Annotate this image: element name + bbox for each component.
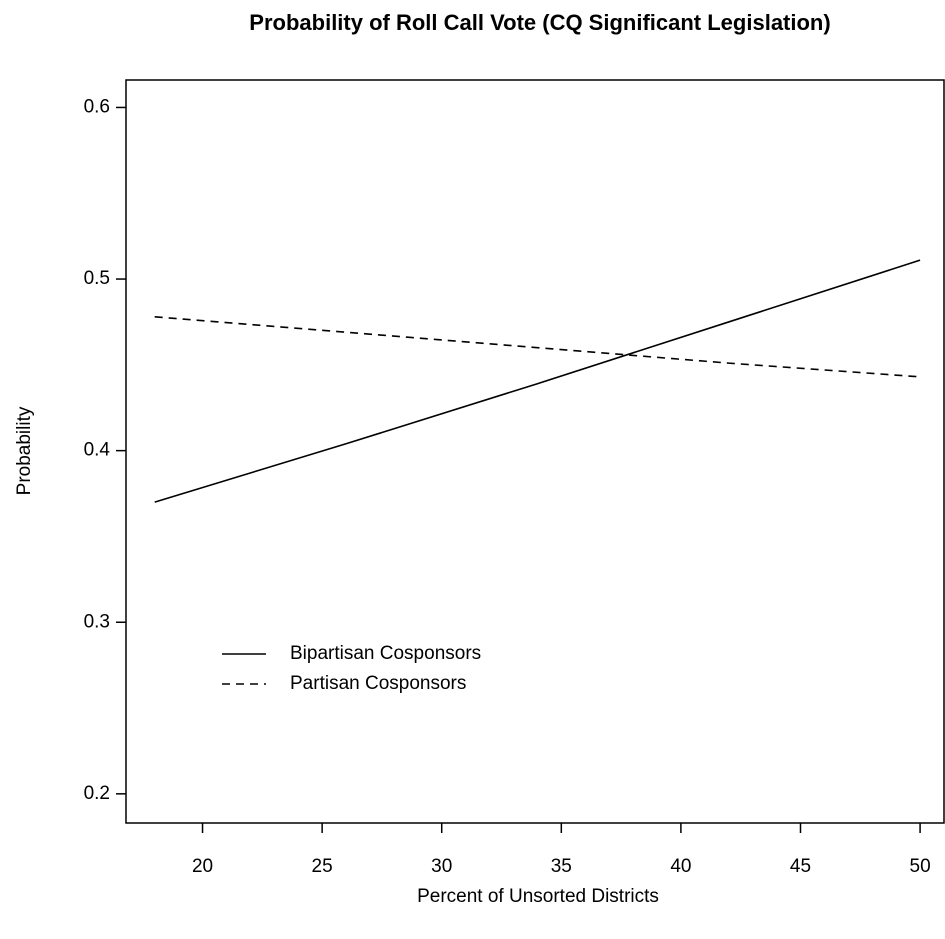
chart-title: Probability of Roll Call Vote (CQ Signif… bbox=[249, 10, 830, 35]
x-tick-label: 35 bbox=[551, 856, 572, 877]
x-axis-label: Percent of Unsorted Districts bbox=[417, 886, 659, 907]
x-tick-label: 40 bbox=[670, 856, 691, 877]
plot-frame bbox=[125, 79, 945, 824]
y-tick-label: 0.4 bbox=[84, 440, 111, 461]
y-tick-label: 0.6 bbox=[84, 96, 110, 117]
x-tick-label: 30 bbox=[431, 856, 452, 877]
y-axis-label: Probability bbox=[14, 406, 35, 495]
x-tick-label: 50 bbox=[910, 856, 931, 877]
series-line bbox=[154, 316, 921, 378]
legend-label: Bipartisan Cosponsors bbox=[290, 643, 481, 664]
y-tick-label: 0.3 bbox=[84, 611, 110, 632]
x-tick-label: 20 bbox=[192, 856, 213, 877]
y-tick-label: 0.2 bbox=[84, 783, 110, 804]
series-line bbox=[154, 259, 921, 503]
x-tick-label: 45 bbox=[790, 856, 811, 877]
x-tick-label: 25 bbox=[312, 856, 333, 877]
legend-label: Partisan Cosponsors bbox=[290, 673, 466, 694]
y-tick-label: 0.5 bbox=[84, 268, 110, 289]
